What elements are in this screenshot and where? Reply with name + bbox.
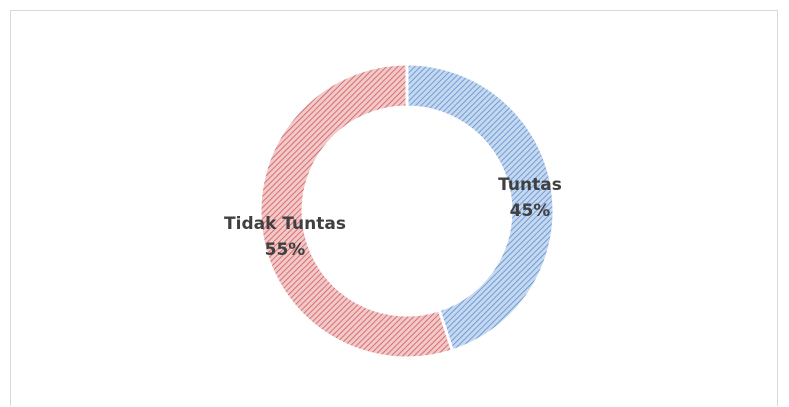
data-label-tuntas: Tuntas 45% — [498, 175, 562, 221]
data-label-category: Tuntas — [498, 175, 562, 195]
slice-tidak-tuntas — [258, 62, 455, 360]
data-label-percent: 45% — [510, 201, 551, 221]
slice-tuntas — [405, 62, 556, 353]
data-label-tidak-tuntas: Tidak Tuntas 55% — [224, 214, 346, 260]
data-label-category: Tidak Tuntas — [224, 214, 346, 234]
data-label-percent: 55% — [265, 240, 306, 260]
